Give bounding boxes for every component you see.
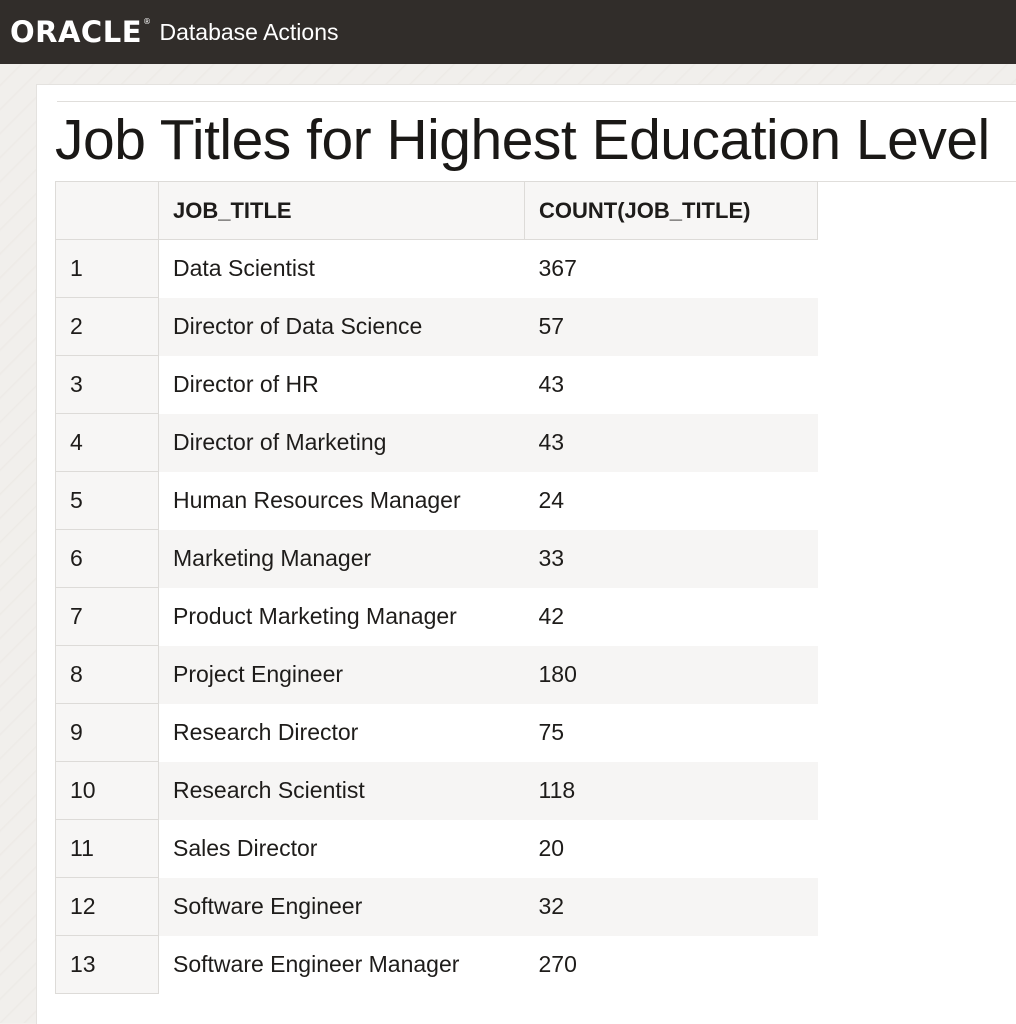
- job-title-cell[interactable]: Product Marketing Manager: [158, 587, 525, 646]
- row-number[interactable]: 5: [55, 471, 159, 530]
- row-number[interactable]: 10: [55, 761, 159, 820]
- job-title-cell[interactable]: Software Engineer: [158, 877, 525, 936]
- row-number[interactable]: 7: [55, 587, 159, 646]
- count-cell[interactable]: 20: [524, 819, 818, 878]
- job-title-cell[interactable]: Research Director: [158, 703, 525, 762]
- row-number-header: [55, 181, 159, 240]
- table-row[interactable]: 13 Software Engineer Manager 270: [55, 935, 818, 994]
- job-title-cell[interactable]: Director of Data Science: [158, 297, 525, 356]
- row-number[interactable]: 4: [55, 413, 159, 472]
- divider: [57, 101, 1016, 102]
- job-title-cell[interactable]: Director of HR: [158, 355, 525, 414]
- table-row[interactable]: 5 Human Resources Manager 24: [55, 471, 818, 530]
- job-title-cell[interactable]: Director of Marketing: [158, 413, 525, 472]
- page-title: Job Titles for Highest Education Level: [55, 108, 990, 172]
- job-title-cell[interactable]: Research Scientist: [158, 761, 525, 820]
- row-number[interactable]: 9: [55, 703, 159, 762]
- job-title-cell[interactable]: Human Resources Manager: [158, 471, 525, 530]
- count-cell[interactable]: 270: [524, 935, 818, 994]
- count-cell[interactable]: 75: [524, 703, 818, 762]
- table-row[interactable]: 4 Director of Marketing 43: [55, 413, 818, 472]
- table-row[interactable]: 2 Director of Data Science 57: [55, 297, 818, 356]
- row-number[interactable]: 6: [55, 529, 159, 588]
- job-title-cell[interactable]: Sales Director: [158, 819, 525, 878]
- row-number[interactable]: 11: [55, 819, 159, 878]
- job-title-cell[interactable]: Software Engineer Manager: [158, 935, 525, 994]
- count-cell[interactable]: 367: [524, 239, 818, 298]
- row-number[interactable]: 1: [55, 239, 159, 298]
- count-cell[interactable]: 180: [524, 645, 818, 704]
- count-cell[interactable]: 33: [524, 529, 818, 588]
- table-row[interactable]: 3 Director of HR 43: [55, 355, 818, 414]
- job-title-cell[interactable]: Marketing Manager: [158, 529, 525, 588]
- row-number[interactable]: 3: [55, 355, 159, 414]
- table-row[interactable]: 11 Sales Director 20: [55, 819, 818, 878]
- table-row[interactable]: 6 Marketing Manager 33: [55, 529, 818, 588]
- count-cell[interactable]: 24: [524, 471, 818, 530]
- table-row[interactable]: 1 Data Scientist 367: [55, 239, 818, 298]
- table-row[interactable]: 9 Research Director 75: [55, 703, 818, 762]
- count-cell[interactable]: 32: [524, 877, 818, 936]
- grid-body: 1 Data Scientist 367 2 Director of Data Scie…: [55, 239, 818, 994]
- job-title-cell[interactable]: Project Engineer: [158, 645, 525, 704]
- count-cell[interactable]: 43: [524, 413, 818, 472]
- table-row[interactable]: 10 Research Scientist 118: [55, 761, 818, 820]
- grid-header-row: JOB_TITLE COUNT(JOB_TITLE): [55, 181, 818, 240]
- app-name: Database Actions: [159, 18, 339, 45]
- top-bar: ORACLE® Database Actions: [0, 0, 1016, 64]
- row-number[interactable]: 8: [55, 645, 159, 704]
- count-cell[interactable]: 57: [524, 297, 818, 356]
- column-header-job-title[interactable]: JOB_TITLE: [158, 181, 525, 240]
- oracle-logo[interactable]: ORACLE®: [10, 14, 152, 49]
- count-cell[interactable]: 43: [524, 355, 818, 414]
- table-row[interactable]: 12 Software Engineer 32: [55, 877, 818, 936]
- row-number[interactable]: 2: [55, 297, 159, 356]
- table-row[interactable]: 7 Product Marketing Manager 42: [55, 587, 818, 646]
- job-title-cell[interactable]: Data Scientist: [158, 239, 525, 298]
- table-row[interactable]: 8 Project Engineer 180: [55, 645, 818, 704]
- count-cell[interactable]: 42: [524, 587, 818, 646]
- count-cell[interactable]: 118: [524, 761, 818, 820]
- row-number[interactable]: 13: [55, 935, 159, 994]
- result-grid: JOB_TITLE COUNT(JOB_TITLE) 1 Data Scienti…: [55, 181, 818, 994]
- column-header-count[interactable]: COUNT(JOB_TITLE): [524, 181, 818, 240]
- row-number[interactable]: 12: [55, 877, 159, 936]
